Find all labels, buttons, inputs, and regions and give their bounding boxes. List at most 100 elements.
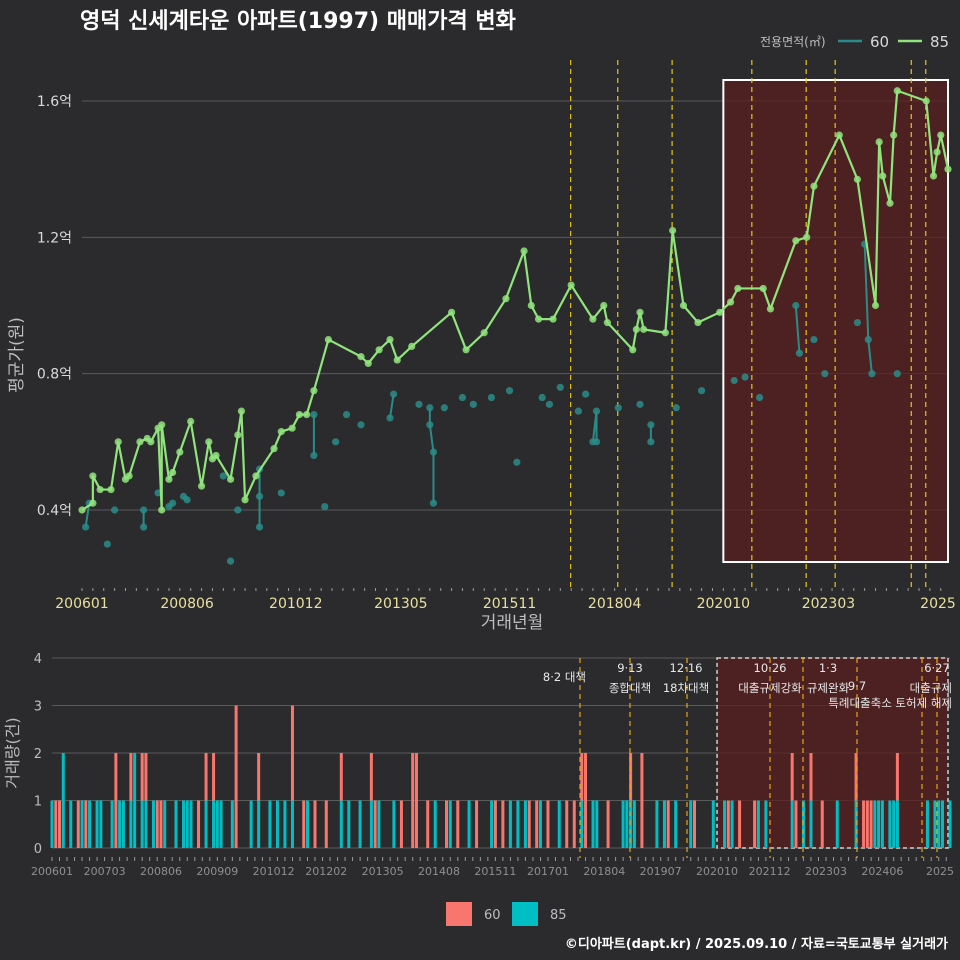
volume-x-tick-label: 202303	[805, 865, 847, 878]
volume-bar-85	[339, 800, 343, 848]
series-85-point	[393, 356, 401, 364]
series-60-point	[556, 383, 564, 391]
legend-bottom: 60 85	[446, 902, 567, 926]
volume-bar-85	[144, 800, 148, 848]
volume-bar-60	[865, 800, 869, 848]
volume-bar-85	[756, 800, 760, 848]
volume-bar-85	[557, 800, 561, 848]
series-85-point	[759, 284, 767, 293]
volume-bar-85	[580, 800, 584, 848]
series-85-point	[640, 325, 648, 333]
volume-bar-60	[54, 800, 58, 848]
series-85-point	[534, 315, 543, 323]
volume-policy-annotation: 10·26	[754, 661, 787, 675]
volume-bar-85	[174, 800, 178, 848]
price-x-tick-label: 201511	[483, 596, 536, 612]
series-85-point	[187, 417, 195, 425]
volume-bar-85	[888, 800, 892, 848]
volume-bar-85	[88, 800, 92, 848]
series-85-point	[694, 318, 702, 327]
series-60-point	[342, 410, 351, 419]
series-85-point	[165, 475, 173, 483]
volume-bar-85	[662, 800, 666, 848]
volume-policy-annotation: 종합대책	[609, 681, 651, 695]
series-85-point	[303, 410, 311, 419]
volume-bar-85	[80, 800, 84, 848]
volume-bar-60	[790, 753, 794, 801]
volume-bar-85	[204, 800, 208, 848]
series-60-point	[321, 502, 329, 511]
legend-label-60: 60	[870, 33, 889, 51]
series-85-point	[502, 295, 510, 303]
volume-bar-60	[445, 800, 449, 848]
series-60-point	[226, 557, 235, 565]
volume-bar-85	[538, 800, 542, 848]
volume-x-tick-label: 201511	[474, 865, 516, 878]
series-85-point	[205, 438, 213, 446]
price-x-tick-label: 201804	[588, 596, 642, 612]
series-85-point	[158, 421, 166, 429]
volume-bar-85	[925, 800, 929, 848]
price-y-axis-label: 평균가(원)	[7, 317, 27, 393]
volume-x-tick-label: 201012	[253, 865, 295, 878]
volume-bar-60	[726, 800, 730, 848]
chart-title: 영덕 신세계타운 아파트(1997) 매매가격 변화	[80, 9, 516, 34]
volume-bar-60	[546, 800, 550, 848]
volume-bar-60	[640, 753, 644, 848]
legend-top: 전용면적(㎡) 60 85	[760, 33, 949, 51]
volume-bar-85	[933, 800, 937, 848]
volume-bar-60	[501, 800, 505, 848]
volume-bar-85	[595, 800, 599, 848]
series-85-point	[89, 472, 97, 480]
volume-x-tick-label: 201408	[418, 865, 460, 878]
volume-x-tick-label: 202010	[696, 865, 738, 878]
volume-bar-60	[159, 800, 163, 848]
volume-bar-85	[290, 800, 294, 848]
volume-policy-annotation: 6·27	[924, 661, 950, 675]
volume-x-tick-label: 200703	[84, 865, 126, 878]
volume-bar-60	[290, 705, 294, 801]
series-85-point	[234, 431, 242, 439]
volume-bar-85	[377, 800, 381, 848]
series-85-point	[567, 281, 575, 289]
series-85-point	[944, 165, 952, 173]
series-85-point	[632, 325, 640, 333]
volume-x-tick-label: 200601	[31, 865, 73, 878]
volume-bar-85	[163, 800, 167, 848]
volume-bar-85	[140, 800, 144, 848]
volume-bar-60	[155, 800, 159, 848]
volume-x-tick-label: 201804	[583, 865, 625, 878]
series-85-point	[462, 346, 470, 354]
series-85-point	[408, 342, 416, 350]
volume-bar-60	[666, 800, 670, 848]
series-60-point	[458, 393, 467, 402]
volume-bar-60	[257, 753, 261, 801]
series-85-point	[810, 182, 818, 190]
volume-bar-85	[129, 800, 133, 848]
volume-bar-85	[249, 800, 253, 848]
series-60-point	[755, 393, 764, 402]
series-60-segment	[863, 244, 870, 340]
volume-bar-60	[493, 800, 497, 848]
series-60-segment	[168, 502, 174, 508]
volume-bar-60	[862, 800, 866, 848]
volume-bar-85	[95, 800, 99, 848]
volume-x-tick-label: 201202	[305, 865, 347, 878]
series-85-point	[879, 172, 887, 180]
series-85-point	[853, 175, 862, 183]
volume-bar-85	[674, 800, 678, 848]
series-85-point	[107, 485, 115, 494]
volume-bar-60	[58, 800, 62, 848]
series-60-point	[893, 370, 901, 378]
series-60-point	[219, 472, 227, 480]
price-x-tick-label: 200806	[160, 596, 214, 612]
volume-bar-85	[591, 800, 595, 848]
series-85-point	[241, 496, 249, 504]
volume-bar-60	[411, 753, 415, 848]
series-85-point	[375, 346, 383, 354]
volume-y-tick-label: 4	[34, 652, 42, 667]
volume-bar-60	[809, 753, 813, 801]
series-85-point	[310, 387, 318, 395]
footer-credit: ©디아파트(dapt.kr) / 2025.09.10 / 자료=국토교통부 실…	[565, 936, 948, 952]
series-85-point	[792, 237, 800, 245]
